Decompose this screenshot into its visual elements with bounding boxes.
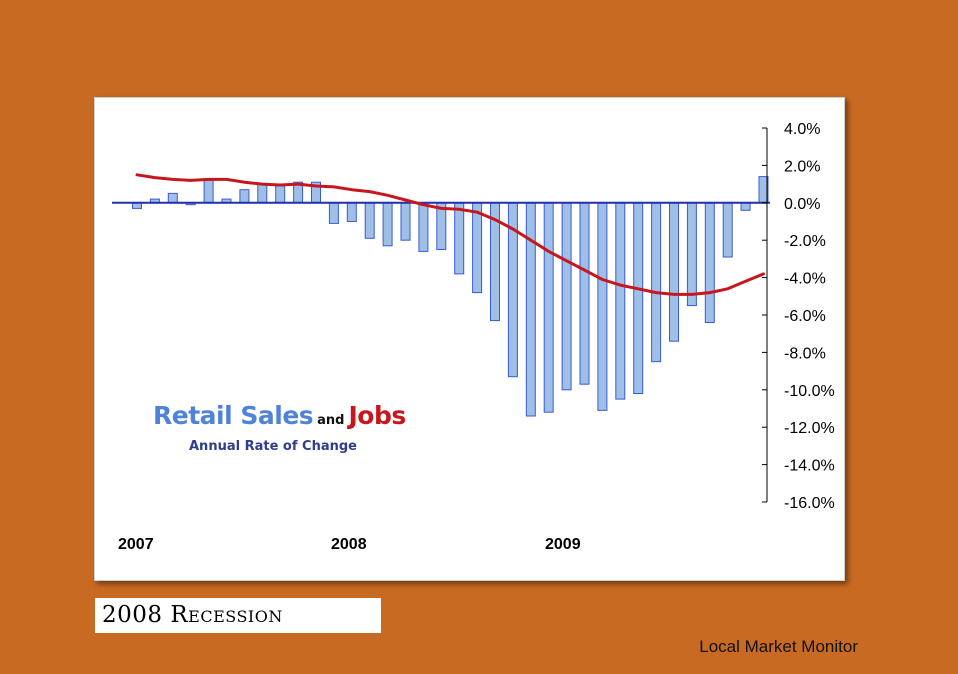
retail-sales-bar [740,202,751,211]
y-tick-label: -12.0% [784,420,835,437]
retail-sales-bar [382,202,393,247]
year-label-2007: 2007 [118,536,154,553]
y-tick-label: -8.0% [784,345,826,362]
y-tick-label: -2.0% [784,233,826,250]
y-tick-label: 4.0% [784,121,820,138]
retail-sales-bar [400,202,411,241]
y-tick-label: -6.0% [784,308,826,325]
bars-layer [132,176,769,417]
retail-sales-bar [561,202,572,391]
retail-sales-bar [722,202,733,258]
y-tick-label: -14.0% [784,458,835,475]
retail-sales-bar [615,202,626,400]
jobs-series-line [135,173,765,296]
chart-legend-title: Retail Sales and Jobs [153,401,406,430]
y-tick-label: 0.0% [784,196,820,213]
legend-retail-sales: Retail Sales [153,401,314,430]
retail-sales-bar [543,202,554,413]
retail-sales-bar [669,202,679,342]
retail-sales-bar [364,202,375,239]
chart-subtitle: Annual Rate of Change [189,439,357,454]
retail-sales-bar [328,202,339,224]
retail-sales-bar [472,202,483,294]
retail-sales-bar [686,202,697,307]
retail-sales-bar [525,202,536,417]
legend-and: and [317,413,345,428]
chart-panel: 4.0% 2.0% 0.0% -2.0% -4.0% -6.0% -8.0% -10.0% -1… [94,97,845,581]
retail-sales-bar [257,183,268,204]
retail-sales-bar [704,202,715,323]
retail-sales-bar [454,202,465,275]
retail-sales-bar [418,202,429,252]
y-tick-label: -4.0% [784,271,826,288]
retail-sales-bar [579,202,590,385]
year-label-2009: 2009 [545,536,581,553]
year-label-2008: 2008 [331,536,367,553]
y-tick-label: 2.0% [784,158,820,175]
retail-sales-bar [346,202,357,223]
retail-sales-bar [275,185,286,204]
retail-sales-bar [239,189,250,204]
y-tick-label: -16.0% [784,495,835,512]
retail-sales-bar [651,202,662,363]
source-credit: Local Market Monitor [699,637,858,656]
retail-sales-bar [633,202,644,394]
retail-sales-bar [167,192,178,204]
y-axis: 4.0% 2.0% 0.0% -2.0% -4.0% -6.0% -8.0% -10.0% -1… [762,121,835,512]
retail-sales-bar [597,202,608,411]
recession-caption: 2008 Recession [95,598,381,633]
retail-sales-bar [203,179,214,204]
chart-svg: 4.0% 2.0% 0.0% -2.0% -4.0% -6.0% -8.0% -10.0% -1… [112,121,835,512]
y-tick-label: -10.0% [784,383,835,400]
legend-jobs: Jobs [348,401,407,430]
